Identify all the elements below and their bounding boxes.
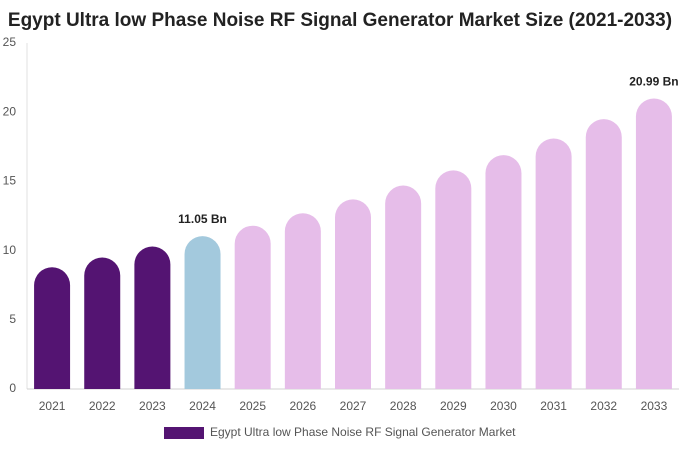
bar [34, 267, 71, 389]
bar [234, 225, 271, 389]
chart-title: Egypt Ultra low Phase Noise RF Signal Ge… [8, 10, 672, 31]
x-tick-label: 2027 [340, 399, 367, 413]
x-tick-label: 2021 [39, 399, 66, 413]
bar [284, 213, 321, 389]
y-tick-label: 25 [3, 35, 17, 49]
bar [635, 98, 672, 389]
bar [435, 170, 472, 389]
bar [84, 257, 121, 389]
bar [585, 119, 622, 389]
x-tick-label: 2026 [289, 399, 316, 413]
bar [485, 155, 522, 389]
y-tick-label: 10 [3, 243, 17, 257]
x-tick-label: 2032 [590, 399, 617, 413]
bar [335, 199, 371, 389]
x-tick-label: 2023 [139, 399, 166, 413]
y-tick-label: 0 [9, 381, 16, 395]
x-tick-label: 2024 [189, 399, 216, 413]
x-tick-label: 2033 [641, 399, 668, 413]
y-tick-label: 20 [3, 104, 17, 118]
bar [535, 138, 572, 389]
legend-swatch [164, 427, 204, 439]
bar [134, 246, 171, 389]
x-tick-label: 2031 [540, 399, 567, 413]
x-tick-label: 2025 [239, 399, 266, 413]
x-tick-label: 2028 [390, 399, 417, 413]
legend-label: Egypt Ultra low Phase Noise RF Signal Ge… [210, 425, 516, 439]
x-tick-label: 2029 [440, 399, 467, 413]
bar [385, 185, 422, 389]
value-label: 20.99 Bn [629, 75, 678, 89]
bar [184, 236, 221, 389]
x-tick-label: 2022 [89, 399, 116, 413]
value-label: 11.05 Bn [178, 212, 227, 226]
y-tick-label: 15 [3, 174, 17, 188]
y-tick-label: 5 [9, 312, 16, 326]
x-tick-label: 2030 [490, 399, 517, 413]
